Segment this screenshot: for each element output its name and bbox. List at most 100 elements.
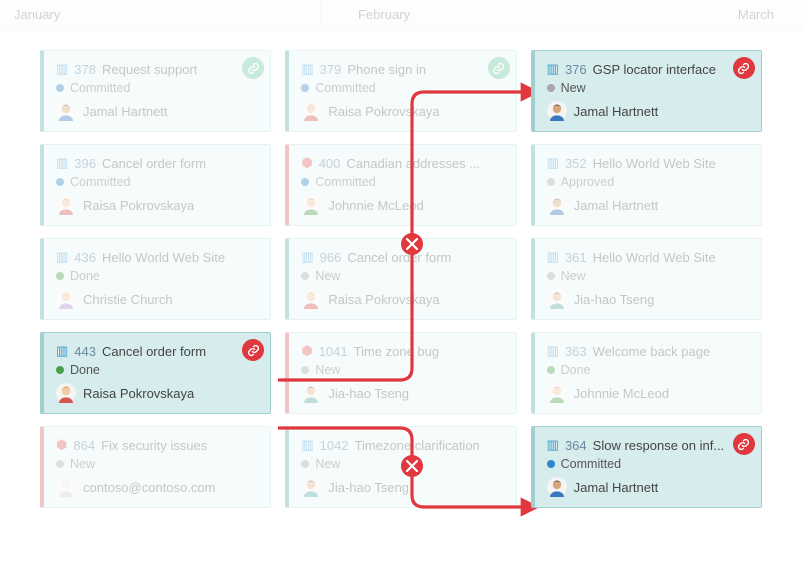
state-dot-icon bbox=[547, 460, 555, 468]
state-dot-icon bbox=[547, 272, 555, 280]
work-item-id: 864 bbox=[73, 438, 95, 453]
work-item-state: New bbox=[315, 269, 340, 283]
state-dot-icon bbox=[56, 460, 64, 468]
work-item-id: 396 bbox=[74, 156, 96, 171]
work-item-card[interactable]: ⬢ 864 Fix security issues New contoso@co… bbox=[40, 426, 271, 508]
avatar bbox=[56, 383, 76, 403]
work-item-state: Done bbox=[70, 363, 100, 377]
avatar bbox=[301, 477, 321, 497]
story-icon: ▥ bbox=[547, 249, 559, 265]
link-badge-icon[interactable] bbox=[733, 57, 755, 79]
link-badge-icon[interactable] bbox=[242, 339, 264, 361]
work-item-id: 966 bbox=[320, 250, 342, 265]
work-item-card[interactable]: ▥ 378 Request support Committed Jamal Ha… bbox=[40, 50, 271, 132]
link-badge-icon[interactable] bbox=[733, 433, 755, 455]
state-dot-icon bbox=[56, 84, 64, 92]
link-badge-icon[interactable] bbox=[488, 57, 510, 79]
work-item-title: Hello World Web Site bbox=[102, 250, 225, 265]
state-dot-icon bbox=[301, 272, 309, 280]
board-column: ▥ 378 Request support Committed Jamal Ha… bbox=[40, 50, 271, 508]
avatar bbox=[56, 101, 76, 121]
work-item-state: New bbox=[561, 269, 586, 283]
story-icon: ▥ bbox=[56, 249, 68, 265]
work-item-id: 379 bbox=[320, 62, 342, 77]
avatar bbox=[56, 289, 76, 309]
month-march: March bbox=[724, 0, 788, 30]
work-item-card[interactable]: ▥ 443 Cancel order form Done Raisa Pokro… bbox=[40, 332, 271, 414]
assignee-name: Jia-hao Tseng bbox=[328, 386, 409, 401]
assignee-name: Jamal Hartnett bbox=[574, 480, 659, 495]
work-item-card[interactable]: ▥ 352 Hello World Web Site Approved Jama… bbox=[531, 144, 762, 226]
kanban-board: ▥ 378 Request support Committed Jamal Ha… bbox=[0, 32, 802, 526]
avatar bbox=[56, 477, 76, 497]
story-icon: ▥ bbox=[301, 61, 313, 77]
work-item-title: Request support bbox=[102, 62, 197, 77]
work-item-state: Done bbox=[561, 363, 591, 377]
board-column: ▥ 376 GSP locator interface New Jamal Ha… bbox=[531, 50, 762, 508]
work-item-title: Cancel order form bbox=[102, 156, 206, 171]
work-item-state: Committed bbox=[70, 175, 130, 189]
work-item-card[interactable]: ▥ 396 Cancel order form Committed Raisa … bbox=[40, 144, 271, 226]
avatar bbox=[547, 383, 567, 403]
month-january: January bbox=[0, 0, 321, 30]
story-icon: ▥ bbox=[301, 249, 313, 265]
assignee-name: Raisa Pokrovskaya bbox=[328, 292, 439, 307]
work-item-id: 378 bbox=[74, 62, 96, 77]
work-item-state: Committed bbox=[315, 81, 375, 95]
story-icon: ▥ bbox=[547, 343, 559, 359]
board-column: ▥ 379 Phone sign in Committed Raisa Pokr… bbox=[285, 50, 516, 508]
work-item-title: Time zone bug bbox=[354, 344, 440, 359]
work-item-card[interactable]: ▥ 379 Phone sign in Committed Raisa Pokr… bbox=[285, 50, 516, 132]
work-item-card[interactable]: ⬢ 1041 Time zone bug New Jia-hao Tseng bbox=[285, 332, 516, 414]
assignee-name: Jia-hao Tseng bbox=[328, 480, 409, 495]
state-dot-icon bbox=[301, 84, 309, 92]
work-item-state: Committed bbox=[70, 81, 130, 95]
work-item-title: Cancel order form bbox=[347, 250, 451, 265]
bug-icon: ⬢ bbox=[301, 155, 312, 171]
avatar bbox=[547, 477, 567, 497]
work-item-card[interactable]: ▥ 361 Hello World Web Site New Jia-hao T… bbox=[531, 238, 762, 320]
work-item-card[interactable]: ▥ 364 Slow response on inf... Committed … bbox=[531, 426, 762, 508]
work-item-state: New bbox=[315, 363, 340, 377]
work-item-state: New bbox=[561, 81, 586, 95]
story-icon: ▥ bbox=[301, 437, 313, 453]
avatar bbox=[301, 383, 321, 403]
timeline-header: January February March bbox=[0, 0, 802, 32]
work-item-title: Cancel order form bbox=[102, 344, 206, 359]
work-item-state: Committed bbox=[561, 457, 621, 471]
work-item-state: New bbox=[315, 457, 340, 471]
assignee-name: Raisa Pokrovskaya bbox=[328, 104, 439, 119]
work-item-id: 1041 bbox=[319, 344, 348, 359]
state-dot-icon bbox=[547, 178, 555, 186]
assignee-name: Jamal Hartnett bbox=[83, 104, 168, 119]
work-item-card[interactable]: ⬢ 400 Canadian addresses ... Committed J… bbox=[285, 144, 516, 226]
story-icon: ▥ bbox=[547, 437, 559, 453]
work-item-title: Hello World Web Site bbox=[593, 156, 716, 171]
assignee-name: Johnnie McLeod bbox=[574, 386, 669, 401]
state-dot-icon bbox=[56, 366, 64, 374]
bug-icon: ⬢ bbox=[56, 437, 67, 453]
link-badge-icon[interactable] bbox=[242, 57, 264, 79]
state-dot-icon bbox=[56, 178, 64, 186]
assignee-name: Jamal Hartnett bbox=[574, 198, 659, 213]
work-item-id: 400 bbox=[319, 156, 341, 171]
work-item-card[interactable]: ▥ 1042 Timezone clarification New Jia-ha… bbox=[285, 426, 516, 508]
assignee-name: Jamal Hartnett bbox=[574, 104, 659, 119]
work-item-title: Canadian addresses ... bbox=[346, 156, 480, 171]
work-item-title: Hello World Web Site bbox=[593, 250, 716, 265]
work-item-card[interactable]: ▥ 966 Cancel order form New Raisa Pokrov… bbox=[285, 238, 516, 320]
avatar bbox=[301, 289, 321, 309]
story-icon: ▥ bbox=[56, 61, 68, 77]
work-item-state: Approved bbox=[561, 175, 615, 189]
work-item-card[interactable]: ▥ 436 Hello World Web Site Done Christie… bbox=[40, 238, 271, 320]
work-item-id: 352 bbox=[565, 156, 587, 171]
work-item-state: Done bbox=[70, 269, 100, 283]
work-item-title: GSP locator interface bbox=[593, 62, 716, 77]
work-item-title: Slow response on inf... bbox=[593, 438, 725, 453]
work-item-card[interactable]: ▥ 363 Welcome back page Done Johnnie McL… bbox=[531, 332, 762, 414]
assignee-name: Johnnie McLeod bbox=[328, 198, 423, 213]
work-item-card[interactable]: ▥ 376 GSP locator interface New Jamal Ha… bbox=[531, 50, 762, 132]
work-item-id: 443 bbox=[74, 344, 96, 359]
assignee-name: Jia-hao Tseng bbox=[574, 292, 655, 307]
work-item-state: New bbox=[70, 457, 95, 471]
